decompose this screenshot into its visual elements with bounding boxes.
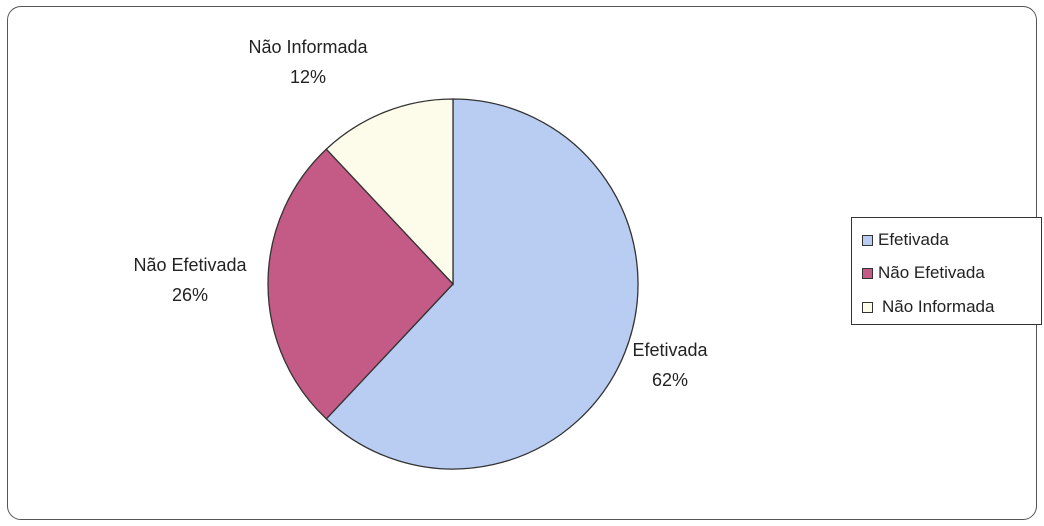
pie-slice-nao-informada [325,98,454,286]
legend-label-nao-informada: Não Informada [882,297,995,316]
data-label-value-nao-efetivada: 26% [172,285,208,305]
legend-entry-nao-informada: Não Informada [852,297,994,317]
legend-swatch-nao-efetivada [862,267,873,279]
data-label-name-nao-efetivada: Não Efetivada [133,255,247,275]
data-label-name-nao-informada: Não Informada [248,37,368,57]
legend-label-nao-efetivada: Não Efetivada [878,263,985,282]
pie-labels: Efetivada 62% Não Efetivada 26% Não Informad… [133,37,708,390]
data-label-value-efetivada: 62% [652,370,688,390]
legend-entry-nao-efetivada: Não Efetivada [852,263,985,283]
pie-slice-efetivada [325,98,639,470]
legend-label-efetivada: Efetivada [878,230,949,249]
legend-entry-efetivada: Efetivada [852,230,949,250]
legend-swatch-efetivada [862,234,873,246]
pie-slices [267,98,639,470]
legend-swatch-nao-informada [862,301,873,313]
data-label-name-efetivada: Efetivada [632,340,708,360]
pie-slice-nao-efetivada [267,148,454,420]
data-label-value-nao-informada: 12% [290,67,326,87]
chart-legend: Efetivada Não Efetivada Não Informada [851,217,1042,325]
